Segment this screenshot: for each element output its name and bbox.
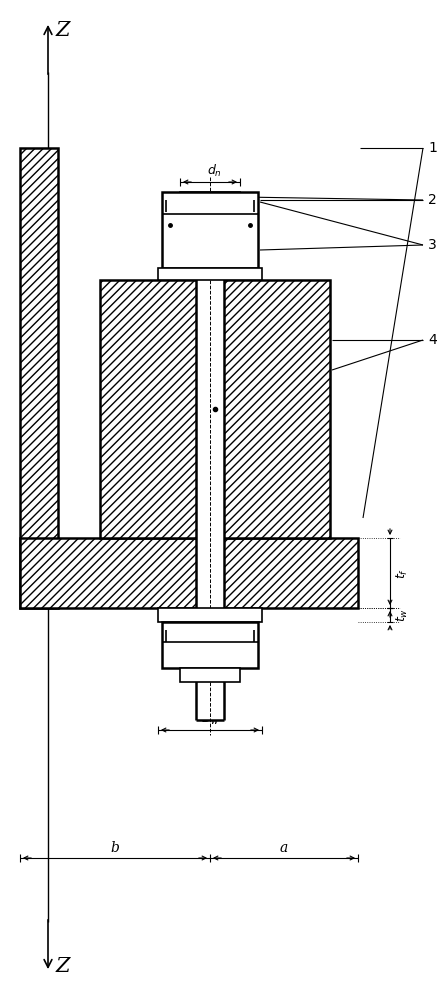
Text: $d_h$: $d_h$ [202,683,217,699]
Bar [180,668,240,682]
Text: 2: 2 [428,193,437,207]
Bar [20,538,358,608]
Text: 3: 3 [428,238,437,252]
Bar [180,192,240,210]
Text: a: a [280,841,288,855]
Bar [158,608,262,622]
Text: b: b [110,841,119,855]
Text: 1: 1 [428,141,437,155]
Bar [162,622,258,668]
Bar [162,192,258,268]
Bar [196,192,224,720]
Text: $d_n$: $d_n$ [206,163,221,179]
Text: $D_w$: $D_w$ [201,712,220,727]
Bar [20,148,58,608]
Text: $t_f$: $t_f$ [395,567,410,579]
Text: $t_w$: $t_w$ [395,608,410,622]
Bar [100,280,330,538]
Text: 4: 4 [428,333,437,347]
Text: Z: Z [56,20,70,39]
Text: Z: Z [56,958,70,976]
Bar [158,268,262,280]
